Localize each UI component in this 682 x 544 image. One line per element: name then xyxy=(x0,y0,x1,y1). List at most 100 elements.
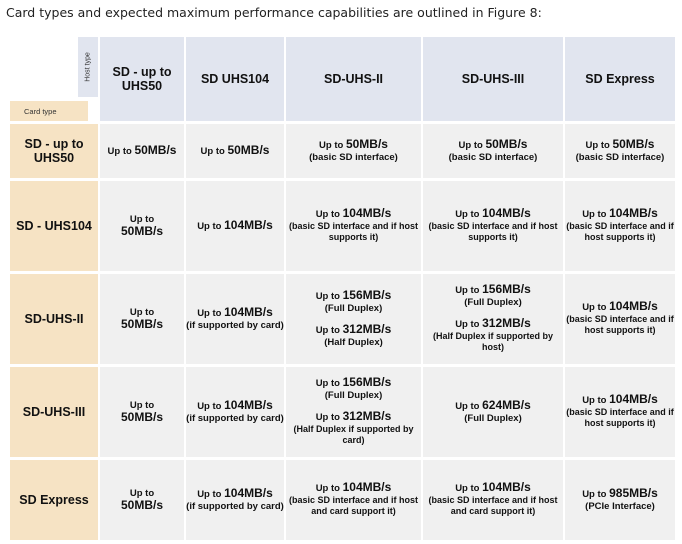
speed-prefix: Up to xyxy=(582,302,610,314)
speed-note: (Full Duplex) xyxy=(324,389,383,401)
speed-prefix: Up to xyxy=(455,319,483,331)
speed-line: Up to 624MB/s xyxy=(423,398,563,413)
row-header: SD - up to UHS50 xyxy=(10,124,98,178)
speed-prefix: Up to xyxy=(315,209,343,221)
speed-value: 104MB/s xyxy=(224,217,273,232)
speed-line: Up to 104MB/s xyxy=(565,300,675,314)
speed-prefix: Up to xyxy=(455,209,483,221)
table-cell: Up to 50MB/s (basic SD interface) xyxy=(565,124,675,178)
speed-line: Up to 104MB/s xyxy=(186,398,284,413)
speed-line: Up to 104MB/s xyxy=(186,306,284,320)
speed-value: 50MB/s xyxy=(120,223,164,238)
speed-line: Up to 156MB/s xyxy=(423,282,563,297)
speed-value: 104MB/s xyxy=(482,206,531,221)
speed-line: Up to 104MB/s xyxy=(186,217,284,233)
speed-prefix: Up to xyxy=(129,400,155,411)
table-cell: Up to 104MB/s (basic SD interface and if … xyxy=(423,181,563,271)
table-cell: Up to 104MB/s xyxy=(186,181,284,271)
table-row: SD - UHS104 Up to 50MB/s Up to 104MB/s Up to… xyxy=(10,181,675,271)
speed-note: (basic SD interface and if host supports… xyxy=(566,220,674,243)
speed-note: (Half Duplex) xyxy=(324,336,383,348)
speed-value: 104MB/s xyxy=(609,206,658,221)
speed-line: Up to 50MB/s xyxy=(100,142,184,158)
speed-line: Up to 50MB/s xyxy=(286,138,421,152)
speed-line: Up to 104MB/s xyxy=(423,481,563,495)
table-cell: Up to 104MB/s (if supported by card) xyxy=(186,460,284,540)
speed-note: (Full Duplex) xyxy=(464,412,522,424)
speed-prefix: Up to xyxy=(455,285,483,297)
table-cell: Up to 104MB/s (if supported by card) xyxy=(186,367,284,457)
intro-text: Card types and expected maximum performa… xyxy=(6,5,542,20)
table-row: SD-UHS-III Up to 50MB/s Up to 104MB/s (if su… xyxy=(10,367,675,457)
speed-prefix: Up to xyxy=(582,209,610,221)
speed-note: (Full Duplex) xyxy=(464,296,522,308)
speed-prefix: Up to xyxy=(107,145,135,157)
speed-value: 50MB/s xyxy=(612,137,655,151)
speed-value: 985MB/s xyxy=(609,486,658,500)
speed-note: (basic SD interface) xyxy=(575,151,665,163)
speed-line: Up to 156MB/s xyxy=(286,375,421,390)
speed-value: 156MB/s xyxy=(482,282,531,297)
speed-line: Up to 312MB/s xyxy=(423,316,563,331)
table-cell: Up to 624MB/s (Full Duplex) xyxy=(423,367,563,457)
speed-prefix: Up to xyxy=(455,483,483,495)
speed-prefix: Up to xyxy=(197,220,225,232)
speed-note: (basic SD interface and if host supports… xyxy=(288,220,419,243)
speed-value: 104MB/s xyxy=(224,398,273,412)
table-cell: Up to 50MB/s xyxy=(100,124,184,178)
table-cell: Up to 50MB/s xyxy=(100,181,184,271)
row-header: SD - UHS104 xyxy=(10,181,98,271)
speed-line: Up to 50MB/s xyxy=(100,214,184,238)
table-corner: Host type Card type xyxy=(10,37,98,121)
speed-line: Up to 50MB/s xyxy=(423,137,563,152)
speed-value: 50MB/s xyxy=(120,497,164,512)
table-cell: Up to 156MB/s (Full Duplex) Up to 312MB/s(… xyxy=(286,367,421,457)
speed-prefix: Up to xyxy=(585,140,613,151)
host-type-label: Host type xyxy=(78,37,98,97)
speed-value: 624MB/s xyxy=(482,398,531,412)
table-cell: Up to 104MB/s (if supported by card) xyxy=(186,274,284,364)
speed-value: 156MB/s xyxy=(342,375,392,390)
table-cell: Up to 104MB/s (basic SD interface and if … xyxy=(423,460,563,540)
speed-note: (if supported by card) xyxy=(186,500,284,512)
speed-note: (if supported by card) xyxy=(186,412,284,424)
speed-prefix: Up to xyxy=(315,378,343,390)
speed-prefix: Up to xyxy=(200,145,228,157)
speed-value: 312MB/s xyxy=(342,409,392,424)
column-header: SD Express xyxy=(565,37,675,121)
table-cell: Up to 50MB/s xyxy=(100,460,184,540)
speed-prefix: Up to xyxy=(129,488,155,499)
speed-note: (basic SD interface and if host and card… xyxy=(288,494,419,517)
speed-value: 312MB/s xyxy=(482,316,531,331)
speed-prefix: Up to xyxy=(129,307,155,318)
speed-line: Up to 50MB/s xyxy=(186,144,284,158)
table-row: SD - up to UHS50 Up to 50MB/s Up to 50MB/s… xyxy=(10,124,675,178)
column-header: SD - up to UHS50 xyxy=(100,37,184,121)
speed-prefix: Up to xyxy=(582,489,610,500)
speed-line: Up to 50MB/s xyxy=(100,488,184,512)
speed-value: 104MB/s xyxy=(342,480,392,495)
speed-value: 50MB/s xyxy=(485,137,528,151)
speed-value: 50MB/s xyxy=(120,316,164,331)
speed-prefix: Up to xyxy=(319,140,346,151)
speed-line: Up to 312MB/s xyxy=(286,323,421,337)
speed-line: Up to 104MB/s xyxy=(286,207,421,221)
speed-note: (basic SD interface) xyxy=(448,151,538,163)
speed-value: 50MB/s xyxy=(134,142,177,157)
speed-line: Up to 50MB/s xyxy=(100,400,184,424)
table-cell: Up to 104MB/s (basic SD interface and if … xyxy=(565,274,675,364)
table-cell: Up to 104MB/s (basic SD interface and if … xyxy=(565,367,675,457)
column-header: SD-UHS-II xyxy=(286,37,421,121)
speed-prefix: Up to xyxy=(197,308,225,319)
table-cell: Up to 156MB/s (Full Duplex) Up to 312MB/s(… xyxy=(423,274,563,364)
column-header: SD UHS104 xyxy=(186,37,284,121)
table-cell: Up to 50MB/s (basic SD interface) xyxy=(423,124,563,178)
row-header: SD-UHS-III xyxy=(10,367,98,457)
table-cell: Up to 156MB/s (Full Duplex) Up to 312MB/s(… xyxy=(286,274,421,364)
speed-line: Up to 104MB/s xyxy=(423,206,563,221)
table-cell: Up to 985MB/s (PCIe Interface) xyxy=(565,460,675,540)
speed-prefix: Up to xyxy=(582,395,610,407)
speed-note: (basic SD interface and if host and card… xyxy=(428,494,558,517)
speed-note: (Half Duplex if supported by host) xyxy=(432,330,553,353)
column-header: SD-UHS-III xyxy=(423,37,563,121)
